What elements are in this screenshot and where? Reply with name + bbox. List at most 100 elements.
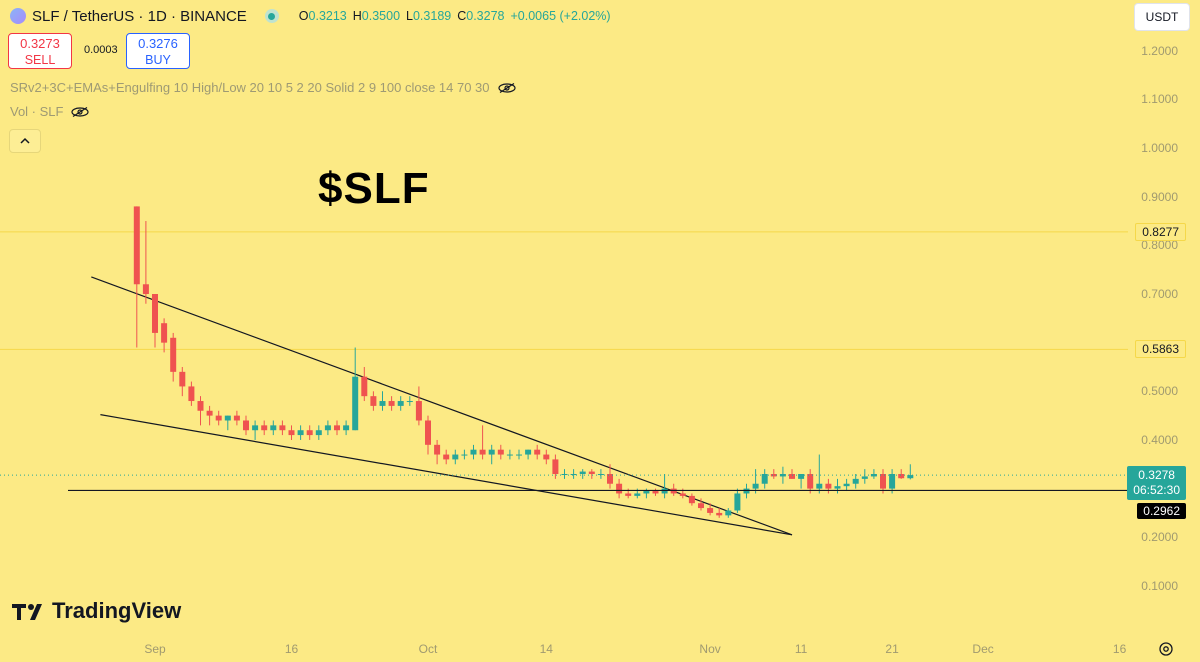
price-tick-label: 0.8000 <box>1141 238 1178 253</box>
volume-legend[interactable]: Vol · SLF <box>10 104 90 119</box>
candle <box>570 469 577 479</box>
candle-body <box>334 425 340 431</box>
candle-body <box>324 425 331 431</box>
candle-body <box>388 401 395 406</box>
candle <box>561 469 568 479</box>
candle <box>497 444 504 460</box>
eye-hidden-icon[interactable] <box>497 82 516 93</box>
candle <box>261 420 268 436</box>
price-tick-label: 0.5000 <box>1141 384 1178 399</box>
candle-body <box>415 401 422 421</box>
volume-label: Vol · SLF <box>10 104 64 119</box>
chart-header: SLF / TetherUS · 1D · BINANCE O0.3213 H0… <box>10 5 611 27</box>
candle <box>779 466 786 484</box>
candle <box>907 464 914 480</box>
candle-body <box>889 474 896 489</box>
trendline <box>100 414 793 536</box>
candle-body <box>461 454 468 456</box>
candle-body <box>834 486 841 489</box>
price-tick-label: 0.1000 <box>1141 578 1178 593</box>
candle <box>279 420 286 436</box>
candle-body <box>161 323 168 343</box>
candle <box>397 396 404 411</box>
candle-body <box>343 425 350 431</box>
candle <box>206 405 213 426</box>
candle-body <box>698 503 704 509</box>
candle-body <box>506 454 513 456</box>
market-status-icon <box>264 9 279 23</box>
coin-icon <box>10 8 26 24</box>
candle-body <box>261 425 268 431</box>
candle <box>770 469 777 479</box>
candle-body <box>224 415 231 421</box>
candle-body <box>843 483 850 487</box>
candle-body <box>607 474 613 484</box>
candle-body <box>206 410 213 416</box>
candle <box>415 386 422 426</box>
candle-body <box>798 474 805 479</box>
candle <box>306 425 313 440</box>
high-value: 0.3500 <box>361 9 401 23</box>
candle <box>324 420 331 436</box>
brand-name: TradingView <box>52 598 182 623</box>
currency-selector[interactable]: USDT <box>1134 3 1190 31</box>
candle-body <box>880 474 886 489</box>
buy-price: 0.3276 <box>138 36 178 51</box>
candle-body <box>761 474 768 484</box>
candle <box>607 464 613 489</box>
candle-body <box>561 474 568 476</box>
close-value: 0.3278 <box>466 9 505 23</box>
candle <box>233 410 240 426</box>
time-tick-label: Nov <box>699 642 721 656</box>
tradingview-logo[interactable]: TradingView <box>12 598 181 624</box>
candle-body <box>597 474 604 476</box>
buy-label: BUY <box>145 53 171 67</box>
candle <box>270 420 277 436</box>
time-tick-label: 21 <box>885 642 899 656</box>
candle <box>761 469 768 489</box>
candle <box>670 483 677 496</box>
settings-icon[interactable] <box>1158 641 1174 657</box>
collapse-legend-button[interactable] <box>9 129 41 153</box>
candle <box>297 425 304 440</box>
eye-hidden-icon[interactable] <box>71 106 90 117</box>
candle <box>288 425 295 440</box>
sell-button[interactable]: 0.3273 SELL <box>8 33 72 69</box>
candle-body <box>543 454 550 460</box>
candle <box>661 474 668 499</box>
candle-body <box>406 401 413 403</box>
candle <box>870 469 877 479</box>
candle-body <box>525 449 532 455</box>
candle <box>597 469 604 479</box>
candle <box>688 493 695 506</box>
candle-body <box>179 371 186 387</box>
candle-body <box>361 376 368 397</box>
candle-body <box>770 474 777 477</box>
candle <box>188 381 195 406</box>
candle <box>789 469 795 479</box>
candle <box>525 449 532 460</box>
low-value: 0.3189 <box>412 9 452 23</box>
symbol-title[interactable]: SLF / TetherUS · 1D · BINANCE <box>32 7 247 25</box>
candle <box>406 396 413 406</box>
candle <box>443 449 450 465</box>
candle-body <box>852 478 859 484</box>
price-lines <box>0 474 1128 492</box>
candle-body <box>243 420 249 431</box>
candle <box>388 396 395 411</box>
candle <box>752 469 759 494</box>
candle-body <box>297 430 304 436</box>
candle <box>197 396 204 426</box>
spread-value: 0.0003 <box>84 44 118 56</box>
candle <box>707 503 714 516</box>
candle-body <box>142 284 149 294</box>
ohlc-readout: O0.3213 H0.3500 L0.3189 C0.3278 +0.0065 … <box>298 9 611 23</box>
buy-button[interactable]: 0.3276 BUY <box>126 33 190 69</box>
candle <box>843 478 850 492</box>
candle <box>816 454 823 494</box>
candle <box>588 469 595 479</box>
indicator-legend[interactable]: SRv2+3C+EMAs+Engulfing 10 High/Low 20 10… <box>10 80 516 95</box>
sell-price: 0.3273 <box>20 36 60 51</box>
candle <box>516 449 522 460</box>
